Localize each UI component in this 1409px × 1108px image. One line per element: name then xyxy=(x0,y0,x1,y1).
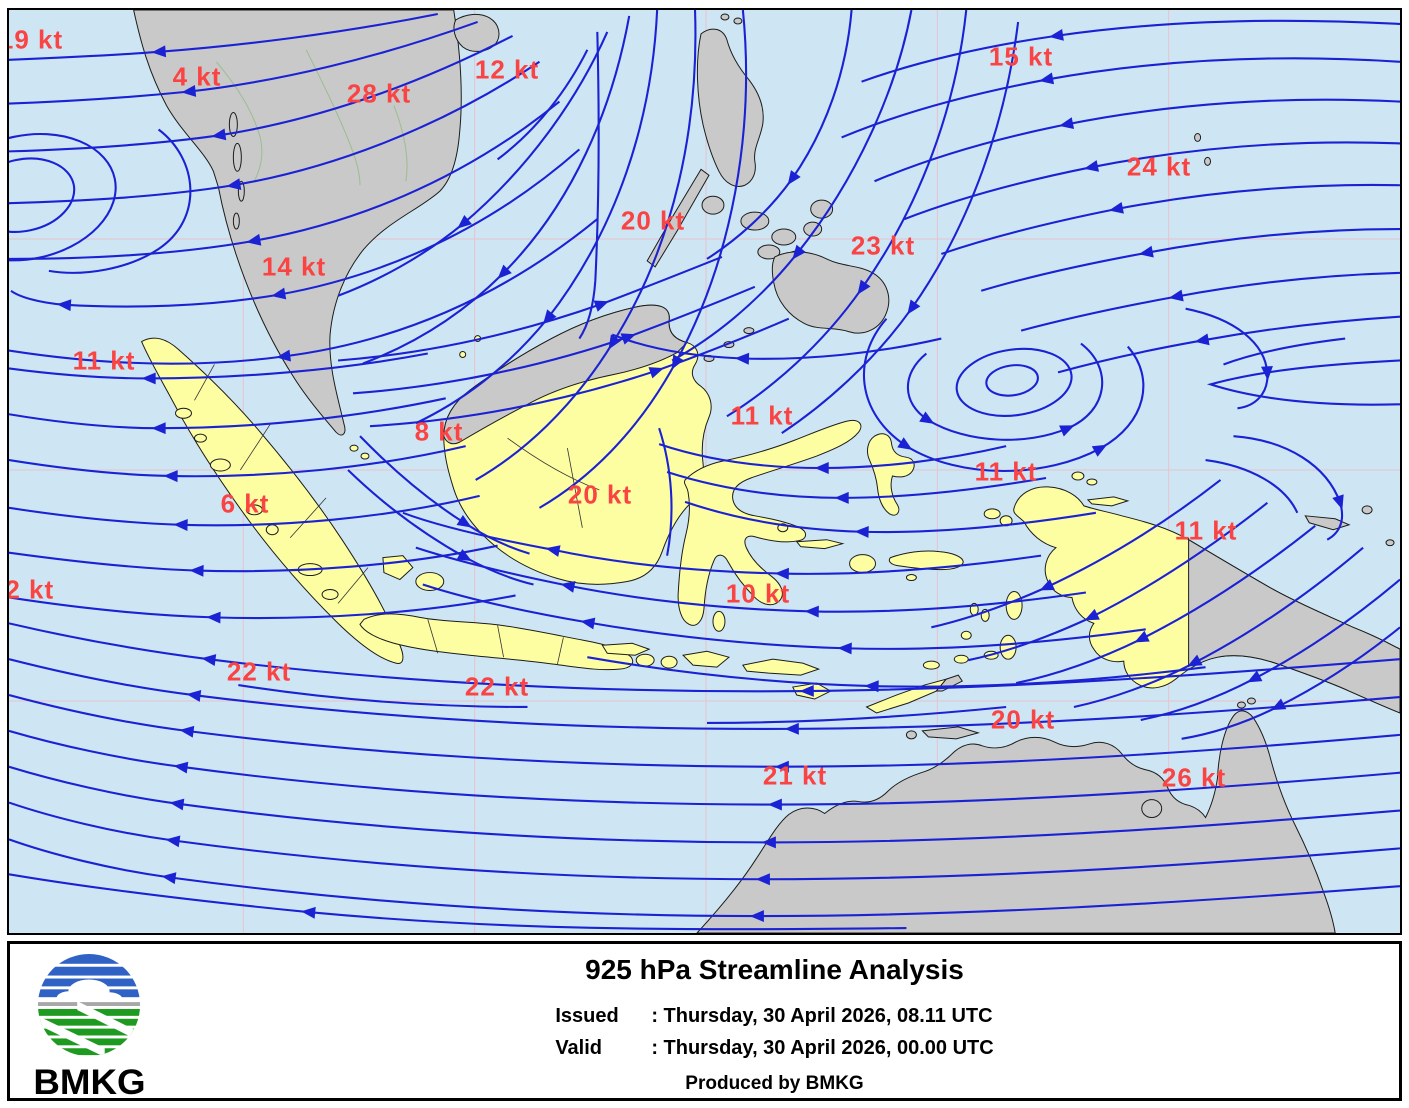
wind-speed-label: 24 kt xyxy=(1126,151,1192,182)
streamlines xyxy=(9,10,1400,931)
wind-speed-label: 22 kt xyxy=(464,671,530,702)
wind-speed-label: 4 kt xyxy=(172,61,222,92)
land-australia xyxy=(696,710,1336,933)
wind-speed-label: 12 kt xyxy=(9,574,55,605)
map-canvas xyxy=(9,10,1400,933)
produced-by: Produced by BMKG xyxy=(685,1073,864,1094)
valid-line: Valid : Thursday, 30 April 2026, 00.00 U… xyxy=(555,1037,993,1060)
land-luzon xyxy=(696,28,764,187)
valid-value: : Thursday, 30 April 2026, 00.00 UTC xyxy=(651,1037,994,1059)
wind-speed-label: 11 kt xyxy=(730,400,794,431)
wind-speed-label: 20 kt xyxy=(990,704,1056,735)
streamline-map: 19 kt 4 kt 28 kt 12 kt 15 kt 24 kt 20 kt 23 kt 1… xyxy=(7,8,1402,935)
legend-panel: BMKG 925 hPa Streamline Analysis Issued … xyxy=(7,941,1402,1101)
wind-speed-label: 8 kt xyxy=(414,416,464,447)
panel-text: 925 hPa Streamline Analysis Issued : Thu… xyxy=(160,944,1389,1095)
wind-speed-label: 19 kt xyxy=(9,24,64,55)
land-png xyxy=(1188,539,1400,714)
wind-speed-label: 23 kt xyxy=(850,230,916,261)
land-seram xyxy=(888,550,964,571)
land-mindanao xyxy=(771,251,890,334)
valid-label: Valid xyxy=(555,1037,603,1059)
wind-speed-label: 22 kt xyxy=(226,656,292,687)
wind-speed-label: 11 kt xyxy=(1174,515,1238,546)
chart-title: 925 hPa Streamline Analysis xyxy=(585,954,964,985)
bmkg-logo-text: BMKG xyxy=(32,1063,146,1102)
land-halmahera xyxy=(867,433,915,516)
wind-speed-label: 15 kt xyxy=(988,41,1054,72)
bmkg-logo: BMKG xyxy=(30,952,148,1102)
issued-line: Issued : Thursday, 30 April 2026, 08.11 … xyxy=(555,1005,993,1028)
issued-label: Issued xyxy=(555,1005,619,1027)
wind-speed-label: 11 kt xyxy=(72,345,136,376)
wind-speed-label: 10 kt xyxy=(725,578,791,609)
wind-speed-label: 20 kt xyxy=(567,479,633,510)
wind-speed-label: 28 kt xyxy=(346,78,412,109)
issued-value: : Thursday, 30 April 2026, 08.11 UTC xyxy=(651,1005,993,1027)
wind-speed-label: 12 kt xyxy=(474,54,540,85)
wind-speed-label: 11 kt xyxy=(974,456,1038,487)
wind-speed-label: 26 kt xyxy=(1161,762,1227,793)
land-palawan xyxy=(646,168,710,268)
wind-speed-label: 20 kt xyxy=(620,205,686,236)
bmkg-logo-icon xyxy=(37,953,141,1057)
issue-valid-block: Issued : Thursday, 30 April 2026, 08.11 … xyxy=(555,996,993,1060)
land-indochina xyxy=(133,10,462,436)
wind-speed-label: 6 kt xyxy=(220,488,270,519)
wind-speed-label: 14 kt xyxy=(261,251,327,282)
wind-speed-label: 21 kt xyxy=(762,760,828,791)
